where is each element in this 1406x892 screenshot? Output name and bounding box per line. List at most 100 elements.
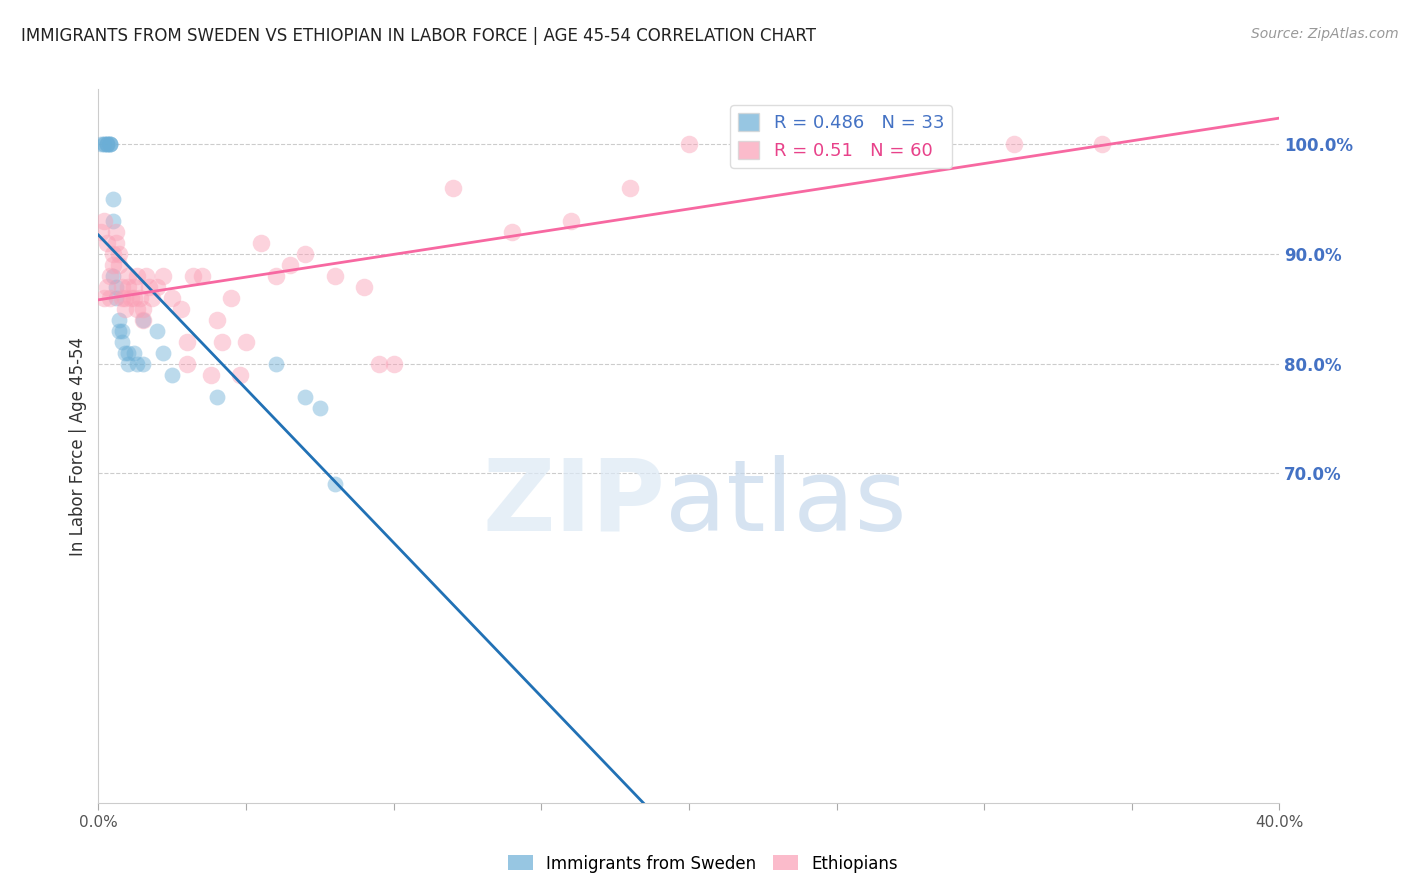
- Point: [111, 324, 134, 338]
- Point: [132, 312, 155, 326]
- Point: [96, 137, 118, 152]
- Point: [117, 268, 139, 283]
- Point: [108, 324, 131, 338]
- Point: [111, 291, 134, 305]
- Point: [162, 291, 183, 305]
- Point: [117, 280, 139, 294]
- Point: [117, 345, 139, 359]
- Point: [132, 312, 155, 326]
- Point: [103, 214, 125, 228]
- Point: [368, 357, 391, 371]
- Point: [176, 357, 198, 371]
- Point: [141, 291, 163, 305]
- Point: [96, 235, 118, 250]
- Point: [105, 225, 128, 239]
- Point: [122, 345, 145, 359]
- Point: [211, 334, 233, 349]
- Point: [152, 345, 174, 359]
- Point: [108, 312, 131, 326]
- Point: [152, 268, 174, 283]
- Point: [501, 225, 523, 239]
- Point: [323, 268, 346, 283]
- Point: [323, 477, 346, 491]
- Point: [132, 357, 155, 371]
- Point: [250, 235, 273, 250]
- Point: [122, 291, 145, 305]
- Point: [111, 334, 134, 349]
- Point: [135, 268, 157, 283]
- Point: [98, 268, 121, 283]
- Point: [181, 268, 204, 283]
- Point: [678, 137, 700, 152]
- Point: [382, 357, 405, 371]
- Point: [353, 280, 375, 294]
- Point: [125, 357, 148, 371]
- Point: [146, 324, 169, 338]
- Point: [205, 390, 228, 404]
- Point: [264, 357, 287, 371]
- Point: [98, 137, 121, 152]
- Point: [221, 291, 243, 305]
- Point: [103, 247, 125, 261]
- Point: [93, 137, 115, 152]
- Point: [294, 247, 316, 261]
- Point: [120, 291, 142, 305]
- Point: [125, 301, 148, 316]
- Point: [93, 291, 115, 305]
- Point: [176, 334, 198, 349]
- Point: [235, 334, 257, 349]
- Point: [205, 312, 228, 326]
- Legend: Immigrants from Sweden, Ethiopians: Immigrants from Sweden, Ethiopians: [502, 848, 904, 880]
- Point: [264, 268, 287, 283]
- Point: [294, 390, 316, 404]
- Point: [128, 291, 150, 305]
- Point: [122, 280, 145, 294]
- Point: [105, 280, 128, 294]
- Point: [200, 368, 222, 382]
- Point: [1091, 137, 1114, 152]
- Point: [132, 301, 155, 316]
- Point: [111, 280, 134, 294]
- Point: [108, 258, 131, 272]
- Point: [278, 258, 302, 272]
- Point: [96, 137, 118, 152]
- Point: [90, 225, 112, 239]
- Point: [309, 401, 332, 415]
- Text: ZIP: ZIP: [482, 455, 665, 551]
- Point: [93, 137, 115, 152]
- Point: [103, 258, 125, 272]
- Text: atlas: atlas: [665, 455, 907, 551]
- Point: [93, 214, 115, 228]
- Point: [103, 192, 125, 206]
- Point: [108, 247, 131, 261]
- Point: [441, 181, 464, 195]
- Point: [103, 268, 125, 283]
- Point: [105, 235, 128, 250]
- Point: [114, 345, 136, 359]
- Point: [96, 280, 118, 294]
- Point: [162, 368, 183, 382]
- Point: [105, 291, 128, 305]
- Text: Source: ZipAtlas.com: Source: ZipAtlas.com: [1251, 27, 1399, 41]
- Point: [560, 214, 582, 228]
- Point: [170, 301, 193, 316]
- Legend: R = 0.486   N = 33, R = 0.51   N = 60: R = 0.486 N = 33, R = 0.51 N = 60: [731, 105, 952, 168]
- Point: [98, 291, 121, 305]
- Point: [229, 368, 252, 382]
- Point: [138, 280, 160, 294]
- Point: [914, 137, 936, 152]
- Point: [114, 291, 136, 305]
- Point: [90, 137, 112, 152]
- Point: [96, 137, 118, 152]
- Point: [146, 280, 169, 294]
- Point: [98, 137, 121, 152]
- Text: IMMIGRANTS FROM SWEDEN VS ETHIOPIAN IN LABOR FORCE | AGE 45-54 CORRELATION CHART: IMMIGRANTS FROM SWEDEN VS ETHIOPIAN IN L…: [21, 27, 815, 45]
- Point: [98, 137, 121, 152]
- Point: [619, 181, 641, 195]
- Point: [114, 301, 136, 316]
- Point: [117, 357, 139, 371]
- Point: [191, 268, 214, 283]
- Point: [125, 268, 148, 283]
- Y-axis label: In Labor Force | Age 45-54: In Labor Force | Age 45-54: [69, 336, 87, 556]
- Point: [1002, 137, 1025, 152]
